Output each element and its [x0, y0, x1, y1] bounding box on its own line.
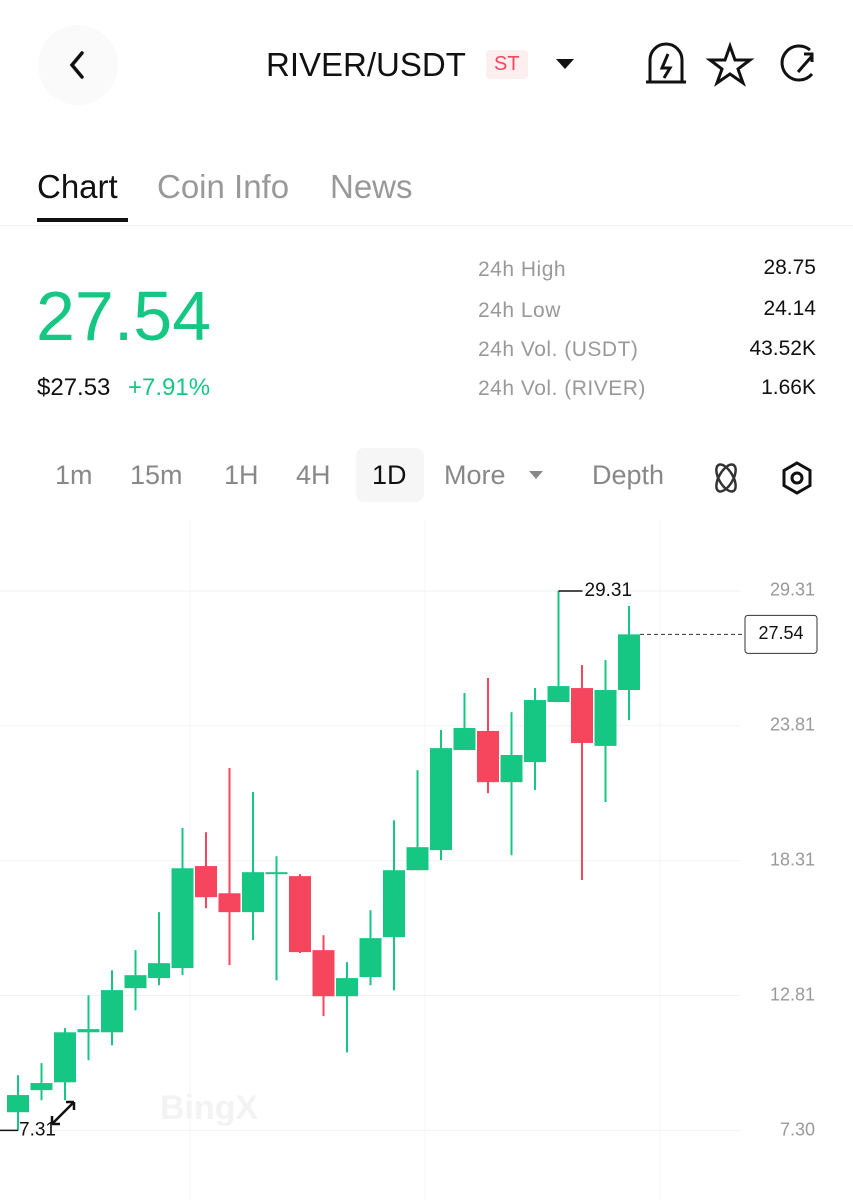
stat-label: 24h Vol. (RIVER): [478, 377, 646, 400]
candle-body: [453, 728, 476, 751]
high-marker-label: 29.31: [585, 580, 633, 601]
candle-body: [195, 866, 217, 898]
watermark: BingX: [160, 1089, 259, 1127]
stat-value: 43.52K: [749, 337, 816, 360]
candle-body: [101, 990, 123, 1033]
y-tick-label: 23.81: [770, 715, 815, 735]
chart: BingX 29.31 23.81 18.31 12.81 7.30 29.31 7.31 2…: [0, 520, 818, 1200]
candle-body: [477, 730, 499, 783]
candle-body: [312, 950, 335, 997]
tab[interactable]: Coin Info: [157, 168, 290, 205]
candle-body: [547, 686, 570, 703]
timeframe-selected-bg: [356, 448, 424, 502]
stat-label: 24h High: [478, 258, 567, 281]
candle-body: [171, 868, 194, 969]
expand-icon: [50, 1100, 76, 1126]
stat-value: 1.66K: [761, 376, 816, 399]
stat-label: 24h Vol. (USDT): [478, 338, 639, 361]
tab[interactable]: Chart: [37, 168, 118, 205]
usd-price: $27.53: [37, 374, 111, 401]
y-tick-label: 29.31: [770, 580, 815, 600]
y-tick-label: 18.31: [770, 849, 815, 869]
candle-body: [124, 975, 147, 989]
candle-body: [30, 1083, 53, 1091]
candle-body: [148, 963, 170, 979]
back-icon: [69, 51, 84, 79]
more-caret: [529, 471, 543, 479]
y-tick-label: 12.81: [770, 984, 815, 1004]
candle-body: [359, 938, 382, 978]
candle-body: [54, 1032, 76, 1083]
candle-body: [618, 634, 640, 691]
candle-body: [289, 876, 311, 953]
timeframe[interactable]: Depth: [592, 460, 665, 490]
timeframe[interactable]: 15m: [130, 460, 183, 490]
timeframe[interactable]: 1D: [372, 460, 407, 490]
dropdown-icon[interactable]: [552, 54, 578, 74]
last-price-box: [744, 614, 818, 654]
candle-body: [406, 847, 429, 871]
candle-body: [265, 872, 288, 875]
tab-underline: [37, 218, 128, 222]
settings-icon[interactable]: [782, 461, 812, 495]
y-tick-label: 7.30: [780, 1119, 815, 1139]
badge: ST: [486, 50, 528, 79]
candle-body: [77, 1029, 100, 1033]
indicator-icon[interactable]: [712, 462, 739, 495]
candle-body: [594, 690, 617, 746]
toolbar-icons: [712, 461, 812, 495]
low-marker-label: 7.31: [19, 1119, 56, 1140]
candle-body: [500, 754, 523, 783]
divider: [0, 225, 853, 226]
candle-body: [7, 1095, 29, 1113]
price-change: +7.91%: [128, 374, 211, 401]
candle-body: [242, 872, 264, 913]
alert-icon[interactable]: [646, 42, 686, 84]
stat-value: 24.14: [763, 297, 816, 320]
candle-body: [430, 748, 452, 851]
stat-label: 24h Low: [478, 299, 561, 322]
stat-value: 28.75: [763, 256, 816, 279]
back-button[interactable]: [38, 25, 118, 105]
last-price-label: 27.54: [758, 623, 803, 643]
candle-body: [571, 688, 593, 743]
timeframe[interactable]: 1H: [224, 460, 259, 490]
timeframe[interactable]: More: [444, 460, 506, 490]
star-icon[interactable]: [705, 41, 755, 87]
timeframe[interactable]: 4H: [296, 460, 331, 490]
share-icon[interactable]: [780, 44, 814, 82]
candle-body: [336, 978, 358, 997]
candle-body: [218, 893, 241, 913]
header-icons: [646, 41, 814, 87]
candle-body: [524, 700, 546, 763]
tab[interactable]: News: [330, 168, 413, 205]
pair-title[interactable]: RIVER/USDT: [266, 46, 466, 83]
candle-body: [383, 870, 405, 938]
timeframe[interactable]: 1m: [55, 460, 93, 490]
last-price: 27.54: [36, 277, 212, 355]
